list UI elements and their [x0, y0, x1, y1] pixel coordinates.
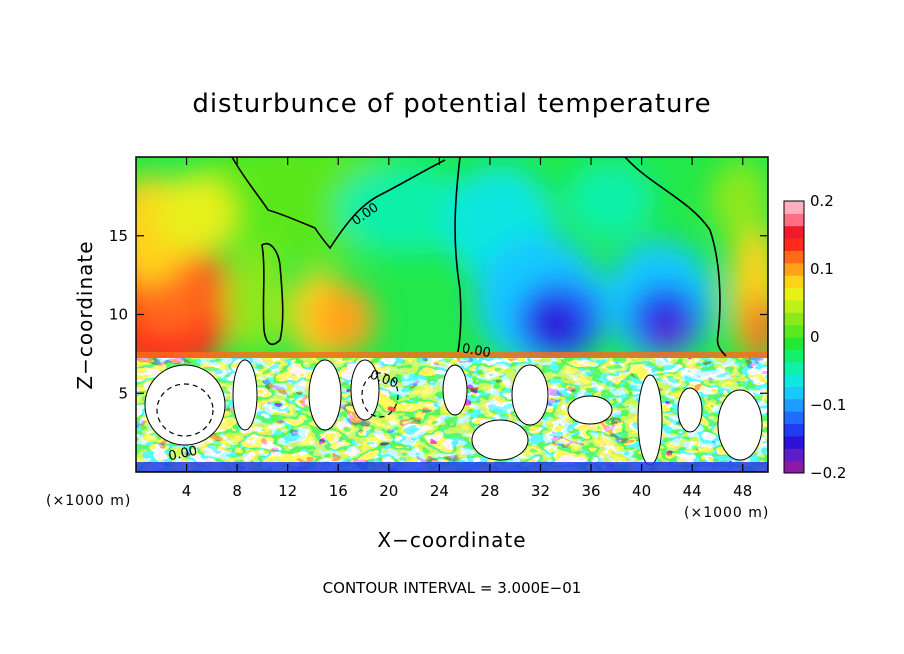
colorbar-swatch [784, 275, 804, 289]
x-tick-label: 40 [632, 482, 651, 500]
colorbar-swatch [784, 337, 804, 350]
x-tick-label: 16 [329, 482, 348, 500]
colorbar-swatch [784, 225, 804, 239]
colorbar-tick-label: 0 [810, 328, 820, 346]
colorbar-swatch [784, 386, 804, 400]
colorbar [784, 201, 804, 474]
y-tick-label: 15 [109, 227, 128, 245]
x-tick-label: 12 [278, 482, 297, 500]
upper-field-blobs [136, 157, 768, 375]
colorbar-swatch [784, 423, 804, 437]
x-tick-label: 32 [531, 482, 550, 500]
colorbar-swatch [784, 411, 804, 425]
contour-label: 0.00 [167, 444, 198, 465]
colorbar-swatch [784, 324, 804, 338]
x-tick-label: 4 [182, 482, 192, 500]
colorbar-swatch [784, 349, 804, 363]
colorbar-swatch [784, 299, 804, 313]
colorbar-swatch [784, 435, 804, 449]
zero-contours [231, 157, 727, 357]
colorbar-tick-label: −0.1 [810, 396, 846, 414]
colorbar-swatch [784, 238, 804, 251]
x-unit-right: (×1000 m) [684, 505, 769, 521]
colorbar-tick-label: −0.2 [810, 464, 846, 482]
y-axis: 5 10 15 [109, 227, 768, 402]
x-axis: 4 8 12 16 20 24 28 32 36 40 44 48 [182, 157, 752, 500]
x-tick-label: 44 [683, 482, 702, 500]
y-axis-label: Z−coordinate [73, 240, 97, 389]
colorbar-tick-label: 0.2 [810, 192, 834, 210]
x-tick-label: 36 [581, 482, 600, 500]
colorbar-swatch [784, 213, 804, 227]
colorbar-swatch [784, 201, 804, 214]
y-tick-label: 10 [109, 306, 128, 324]
x-unit-left: (×1000 m) [46, 493, 131, 509]
colorbar-swatch [784, 374, 804, 387]
colorbar-swatch [784, 312, 804, 326]
x-tick-label: 20 [379, 482, 398, 500]
x-tick-label: 24 [430, 482, 449, 500]
contour-interval-note: CONTOUR INTERVAL = 3.000E−01 [323, 579, 582, 597]
colorbar-swatch [784, 262, 804, 276]
x-tick-label: 48 [733, 482, 752, 500]
colorbar-swatch [784, 250, 804, 264]
x-axis-label: X−coordinate [377, 528, 526, 552]
colorbar-frame [783, 200, 805, 474]
colorbar-swatch [784, 287, 804, 301]
colorbar-swatch [784, 398, 804, 412]
colorbar-swatch [784, 448, 804, 462]
y-tick-label: 5 [118, 384, 128, 402]
x-tick-label: 8 [232, 482, 242, 500]
contour-label: 0.00 [461, 341, 492, 361]
contour-label-group: 0.00 0.00 0.00 0.00 [167, 200, 492, 464]
colorbar-tick-label: 0.1 [810, 260, 834, 278]
colorbar-ticks: 0.2 0.1 0 −0.1 −0.2 [810, 192, 846, 482]
lower-turbulent-region [136, 358, 768, 472]
x-tick-label: 28 [480, 482, 499, 500]
chart-title: disturbunce of potential temperature [192, 89, 711, 119]
colorbar-swatch [784, 460, 804, 474]
colorbar-swatch [784, 361, 804, 375]
boundary-band [136, 352, 768, 358]
plot-area: 0.00 0.00 0.00 0.00 [136, 157, 768, 472]
